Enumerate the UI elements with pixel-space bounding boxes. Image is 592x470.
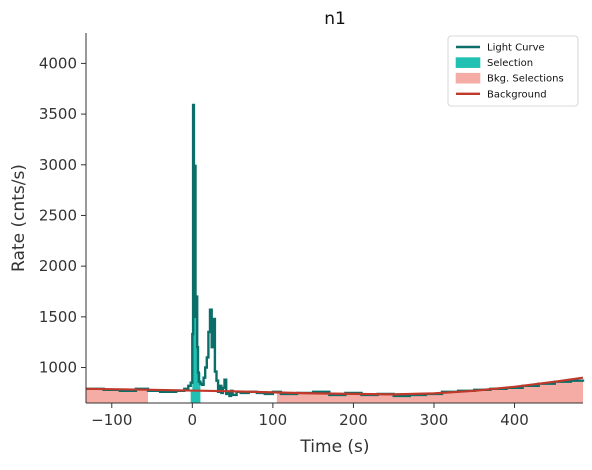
legend: Light Curve Selection Bkg. Selections Backg… — [447, 35, 579, 107]
x-ticks: −100 0 100 200 300 400 — [91, 403, 529, 429]
axes-layer — [85, 33, 583, 404]
y-tick-label: 2500 — [39, 206, 77, 224]
legend-swatch-patch — [455, 72, 481, 84]
y-tick-label: 2000 — [39, 257, 77, 275]
x-tick-label: 100 — [259, 411, 288, 429]
bkg-selection-layer — [86, 379, 583, 403]
legend-label: Bkg. Selections — [487, 74, 564, 85]
legend-frame — [447, 35, 579, 107]
legend-label: Light Curve — [487, 43, 545, 54]
y-tick-label: 1000 — [39, 359, 77, 377]
y-tick-label: 4000 — [39, 54, 77, 72]
background-layer — [85, 376, 584, 396]
x-tick-label: 400 — [500, 411, 529, 429]
y-ticks: 1000 1500 2000 2500 3000 3500 4000 — [39, 54, 86, 377]
y-tick-label: 3500 — [39, 105, 77, 123]
legend-label: Background — [487, 89, 547, 100]
x-axis-title: Time (s) — [299, 437, 369, 457]
y-tick-label: 3000 — [39, 156, 77, 174]
y-axis-title: Rate (cnts/s) — [9, 164, 29, 272]
legend-label: Selection — [487, 58, 533, 69]
x-tick-label: 200 — [339, 411, 368, 429]
chart-title: n1 — [324, 9, 346, 29]
y-tick-label: 1500 — [39, 308, 77, 326]
background-line — [85, 376, 584, 396]
light-curve-line — [86, 103, 585, 398]
legend-items: Light Curve Selection Bkg. Selections Backg… — [455, 43, 564, 100]
legend-swatch-patch — [455, 57, 481, 68]
light-curve-layer — [86, 103, 585, 398]
x-tick-label: 300 — [420, 411, 449, 429]
x-tick-label: 0 — [188, 411, 198, 429]
bkg-selection-region — [86, 388, 148, 403]
x-tick-label: −100 — [91, 411, 132, 429]
bkg-selection-region — [276, 379, 583, 403]
